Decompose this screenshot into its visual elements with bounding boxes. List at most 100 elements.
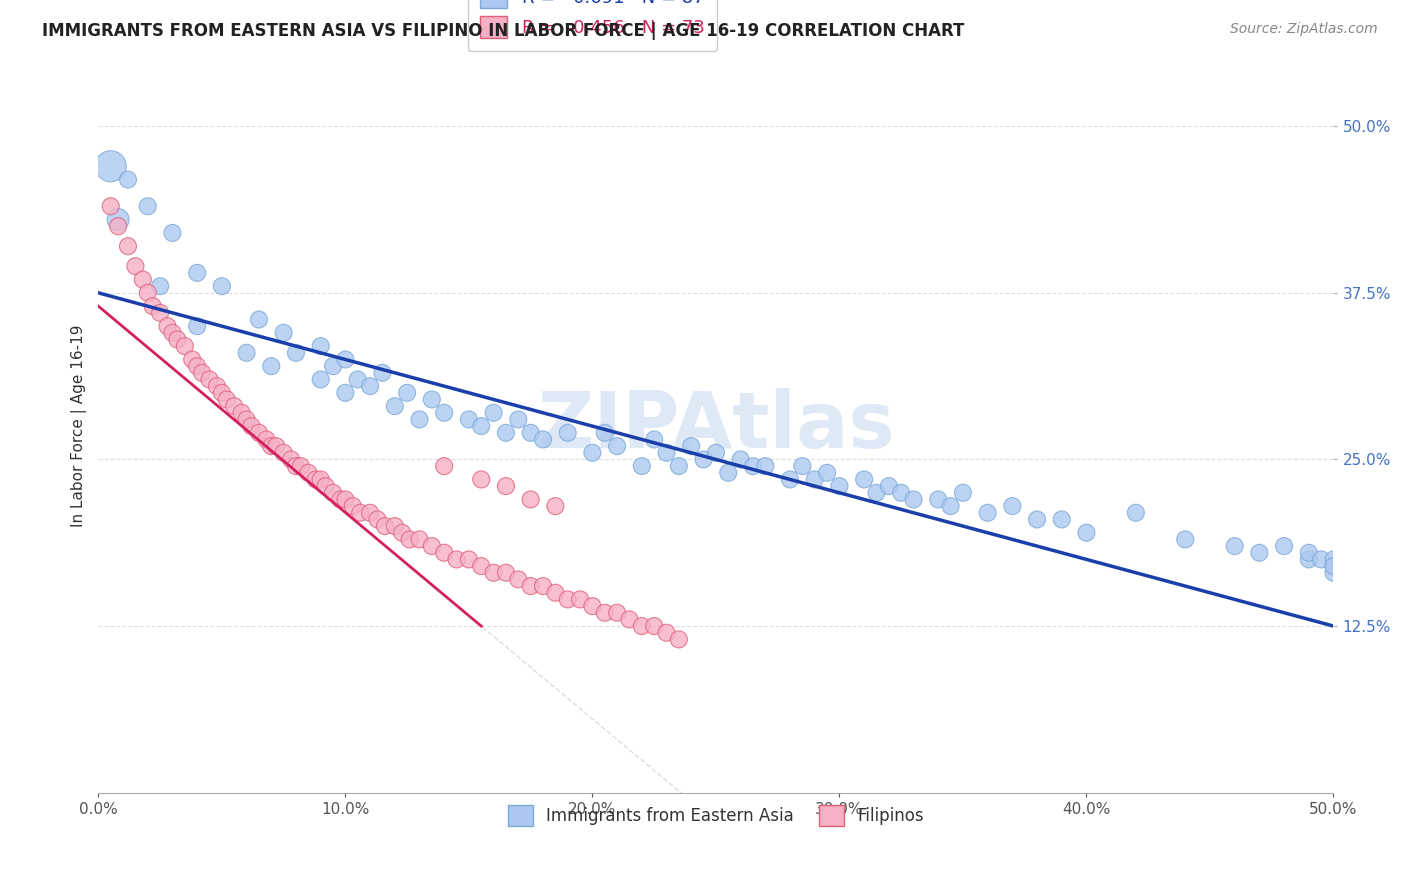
Point [260,439,283,453]
Point [606,439,628,453]
Point [162,226,184,240]
Point [149,279,172,293]
Point [374,519,396,533]
Point [391,525,413,540]
Point [1272,539,1295,553]
Point [630,619,652,633]
Point [581,446,603,460]
Point [1347,632,1369,647]
Point [519,425,541,440]
Point [877,479,900,493]
Point [952,485,974,500]
Point [1360,566,1382,580]
Point [273,446,295,460]
Point [149,306,172,320]
Point [285,346,308,360]
Point [186,359,208,373]
Point [569,592,592,607]
Point [544,585,567,599]
Point [1322,559,1344,574]
Point [309,472,332,486]
Point [349,506,371,520]
Point [132,272,155,286]
Point [224,399,246,413]
Point [235,412,257,426]
Point [359,506,381,520]
Point [495,425,517,440]
Point [290,459,312,474]
Point [273,326,295,340]
Point [107,212,129,227]
Point [1322,552,1344,566]
Point [359,379,381,393]
Point [191,366,214,380]
Point [173,339,195,353]
Point [519,492,541,507]
Point [181,352,204,367]
Point [186,266,208,280]
Point [117,172,139,186]
Text: ZIPAtlas: ZIPAtlas [537,388,894,464]
Point [1174,533,1197,547]
Point [335,352,357,367]
Point [1298,552,1320,566]
Point [420,392,443,407]
Point [519,579,541,593]
Point [779,472,801,486]
Point [643,433,665,447]
Point [211,385,233,400]
Point [1372,573,1395,587]
Point [205,379,228,393]
Point [240,419,263,434]
Point [470,559,492,574]
Point [186,319,208,334]
Text: Source: ZipAtlas.com: Source: ZipAtlas.com [1230,22,1378,37]
Point [371,366,394,380]
Point [508,412,530,426]
Point [939,499,962,513]
Point [398,533,420,547]
Point [865,485,887,500]
Point [754,459,776,474]
Point [1050,512,1073,526]
Point [1249,546,1271,560]
Point [470,419,492,434]
Point [247,425,270,440]
Point [655,625,678,640]
Point [198,372,221,386]
Point [247,312,270,326]
Point [619,612,641,626]
Point [927,492,949,507]
Point [557,425,579,440]
Point [260,359,283,373]
Point [730,452,752,467]
Point [643,619,665,633]
Point [742,459,765,474]
Point [593,606,616,620]
Point [384,519,406,533]
Point [100,199,122,213]
Point [309,339,332,353]
Point [1298,546,1320,560]
Point [136,199,159,213]
Point [322,359,344,373]
Point [1310,552,1333,566]
Point [100,159,122,173]
Point [1223,539,1246,553]
Point [828,479,851,493]
Point [211,279,233,293]
Point [581,599,603,613]
Point [433,546,456,560]
Point [482,406,505,420]
Point [457,552,479,566]
Point [433,459,456,474]
Point [315,479,337,493]
Point [335,492,357,507]
Point [853,472,876,486]
Point [630,459,652,474]
Point [305,472,328,486]
Point [544,499,567,513]
Point [470,472,492,486]
Point [482,566,505,580]
Point [1384,579,1406,593]
